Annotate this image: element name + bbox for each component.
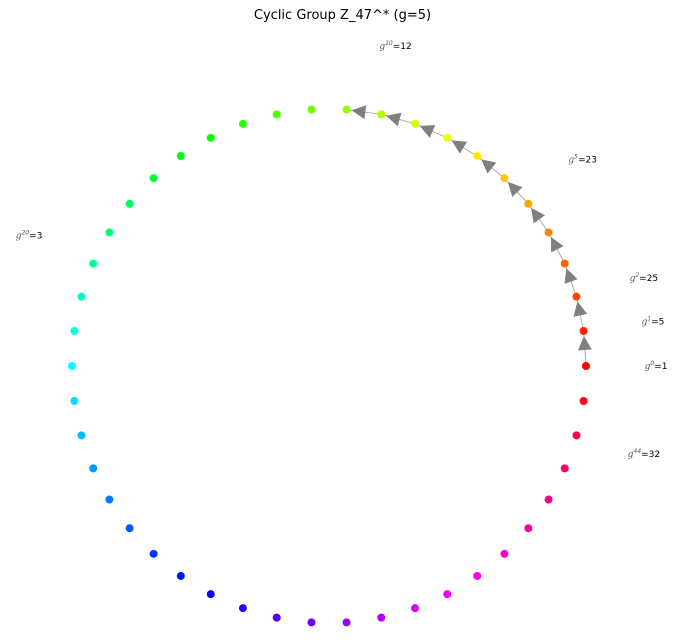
group-element-node — [149, 174, 158, 183]
group-element-node — [70, 396, 79, 405]
group-element-node — [125, 524, 134, 533]
arrow-head-icon — [451, 140, 468, 154]
group-element-node — [89, 259, 98, 268]
group-element-node — [307, 105, 316, 114]
arrow-head-icon — [531, 207, 546, 224]
group-element-node — [579, 396, 588, 405]
group-element-node — [149, 549, 158, 558]
arrow-head-icon — [564, 268, 578, 284]
group-element-node — [377, 613, 386, 622]
group-element-node — [77, 431, 86, 440]
arrow-head-icon — [577, 335, 592, 351]
group-element-node — [544, 495, 553, 504]
node-label: g10=12 — [379, 40, 411, 52]
arrow-head-icon — [550, 236, 564, 253]
group-element-node — [70, 327, 79, 336]
diagram-title: Cyclic Group Z_47^* (g=5) — [253, 8, 432, 23]
group-element-node — [206, 590, 215, 599]
group-element-node — [342, 618, 351, 627]
node-label: g20=3 — [16, 230, 43, 242]
node-label: g5=23 — [568, 154, 597, 166]
arrow-head-icon — [386, 112, 402, 127]
group-element-node — [105, 495, 114, 504]
group-element-node — [377, 110, 386, 119]
group-element-node — [125, 199, 134, 208]
group-element-node — [544, 228, 553, 237]
node-label: g44=32 — [628, 448, 660, 460]
group-element-node — [524, 199, 533, 208]
group-element-node — [176, 571, 185, 580]
group-element-node — [105, 228, 114, 237]
group-element-node — [411, 119, 420, 128]
group-element-node — [307, 618, 316, 627]
node-label: g1=5 — [642, 315, 665, 327]
group-element-node — [77, 292, 86, 301]
arrow-head-icon — [573, 301, 588, 317]
group-element-node — [206, 133, 215, 142]
group-element-node — [500, 549, 509, 558]
group-element-node — [443, 133, 452, 142]
group-element-node — [579, 327, 588, 336]
group-element-node — [524, 524, 533, 533]
group-element-node — [342, 105, 351, 114]
arrow-head-icon — [351, 105, 367, 120]
node-label: g0=1 — [645, 360, 668, 372]
group-element-node — [473, 571, 482, 580]
group-element-node — [176, 152, 185, 161]
group-element-node — [572, 431, 581, 440]
group-element-node — [68, 362, 76, 370]
arrow-head-icon — [507, 181, 523, 197]
group-element-node — [272, 613, 281, 622]
group-element-node — [572, 292, 581, 301]
group-element-node — [560, 464, 569, 473]
group-element-node — [560, 259, 569, 268]
arrow-head-icon — [419, 124, 436, 138]
group-element-node — [443, 590, 452, 599]
node-label: g2=25 — [630, 272, 659, 284]
group-element-node — [89, 464, 98, 473]
group-element-node — [272, 110, 281, 119]
group-element-node — [238, 119, 247, 128]
arrow-head-icon — [481, 159, 497, 174]
group-element-node — [473, 152, 482, 161]
group-element-node — [582, 362, 590, 370]
group-element-node — [500, 174, 509, 183]
group-element-node — [238, 604, 247, 613]
group-element-node — [411, 604, 420, 613]
